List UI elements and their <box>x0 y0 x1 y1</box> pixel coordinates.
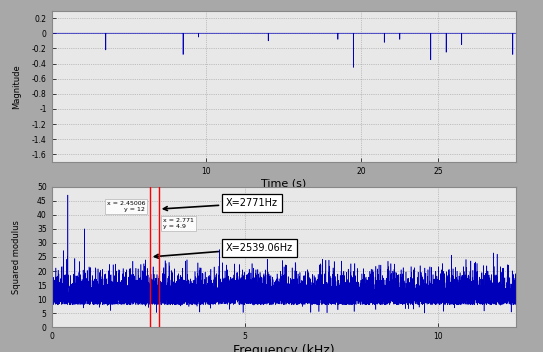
Text: x = 2.45006
y = 12: x = 2.45006 y = 12 <box>106 201 145 212</box>
Text: x = 2.771
y = 4.9: x = 2.771 y = 4.9 <box>163 218 194 228</box>
Text: X=2539.06Hz: X=2539.06Hz <box>154 243 293 258</box>
X-axis label: Frequency (kHz): Frequency (kHz) <box>233 344 334 352</box>
X-axis label: Time (s): Time (s) <box>261 178 306 189</box>
Y-axis label: Magnitude: Magnitude <box>12 64 21 109</box>
Text: X=2771Hz: X=2771Hz <box>163 198 277 210</box>
Y-axis label: Squared modulus: Squared modulus <box>12 220 21 294</box>
